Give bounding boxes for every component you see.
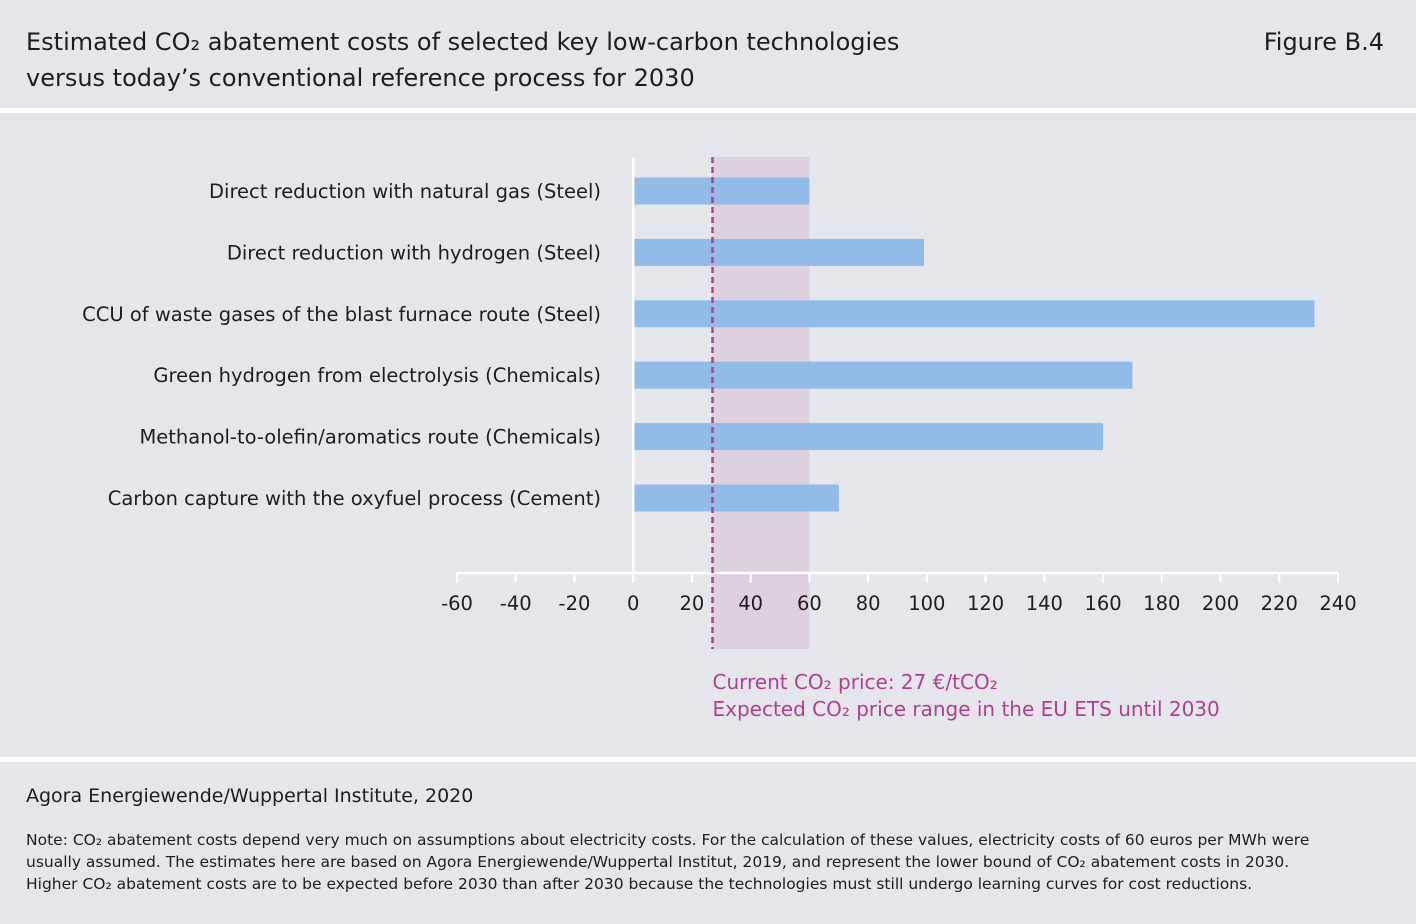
expected-price-range-band [712, 157, 810, 649]
x-tick-label: 120 [967, 592, 1004, 615]
chart-title: Estimated CO₂ abatement costs of selecte… [26, 24, 1006, 96]
figure-number: Figure B.4 [1263, 28, 1384, 56]
category-label: Methanol-to-olefin/aromatics route (Chem… [139, 426, 601, 449]
x-tick-label: -20 [559, 592, 591, 615]
x-tick-label: 160 [1084, 592, 1121, 615]
chart-note: Note: CO₂ abatement costs depend very mu… [26, 829, 1396, 895]
x-tick-label: 100 [908, 592, 945, 615]
bar [633, 423, 1104, 451]
x-tick-label: 220 [1261, 592, 1298, 615]
title-line-2: versus today’s conventional reference pr… [26, 64, 695, 92]
bar-chart: Direct reduction with natural gas (Steel… [82, 157, 1357, 721]
expected-range-label: Expected CO₂ price range in the EU ETS u… [712, 697, 1219, 721]
x-tick-label: 180 [1143, 592, 1180, 615]
x-tick-label: 200 [1202, 592, 1239, 615]
x-tick-label: 60 [797, 592, 822, 615]
x-tick-label: -40 [500, 592, 532, 615]
category-label: Carbon capture with the oxyfuel process … [108, 487, 601, 510]
x-tick-label: 0 [627, 592, 639, 615]
figure-header: Estimated CO₂ abatement costs of selecte… [0, 0, 1416, 108]
title-line-1: Estimated CO₂ abatement costs of selecte… [26, 28, 900, 56]
category-label: Green hydrogen from electrolysis (Chemic… [153, 364, 601, 387]
x-tick-label: -60 [441, 592, 473, 615]
footer-divider [0, 757, 1416, 762]
header-divider [0, 108, 1416, 113]
note-line-1: Note: CO₂ abatement costs depend very mu… [26, 831, 1310, 849]
x-tick-label: 80 [856, 592, 881, 615]
x-tick-label: 240 [1319, 592, 1356, 615]
category-label: CCU of waste gases of the blast furnace … [82, 303, 601, 326]
bar [633, 177, 810, 205]
bar [633, 238, 924, 266]
category-label: Direct reduction with hydrogen (Steel) [227, 241, 601, 264]
current-price-label: Current CO₂ price: 27 €/tCO₂ [712, 670, 997, 694]
note-line-3: Higher CO₂ abatement costs are to be exp… [26, 875, 1253, 893]
x-tick-label: 140 [1026, 592, 1063, 615]
note-line-2: usually assumed. The estimates here are … [26, 853, 1290, 871]
source-line: Agora Energiewende/Wuppertal Institute, … [26, 785, 474, 807]
x-tick-label: 20 [680, 592, 705, 615]
category-label: Direct reduction with natural gas (Steel… [209, 180, 601, 203]
bar [633, 484, 839, 512]
x-tick-label: 40 [738, 592, 763, 615]
bar [633, 300, 1315, 328]
bar [633, 361, 1133, 389]
